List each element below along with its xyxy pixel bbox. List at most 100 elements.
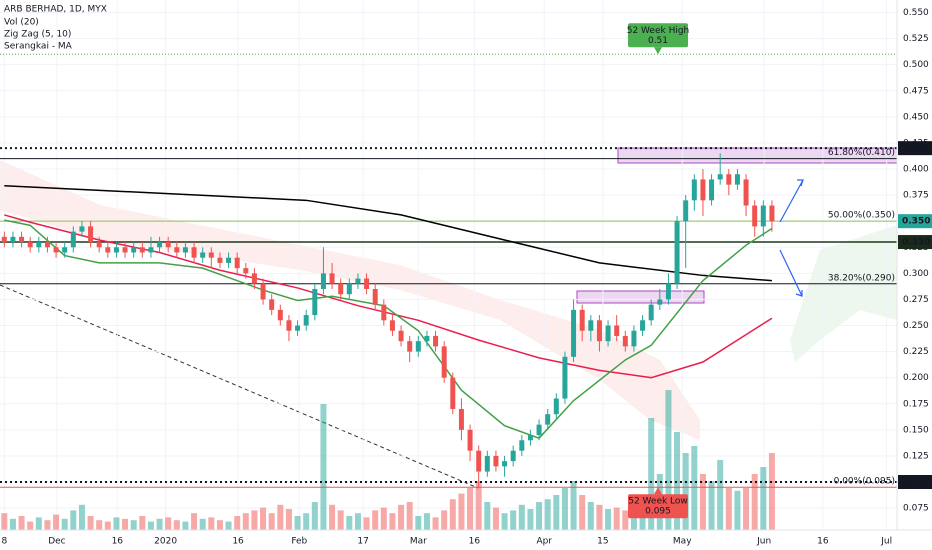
volume-bar bbox=[717, 460, 724, 530]
candle-body bbox=[407, 341, 413, 352]
volume-bar bbox=[104, 521, 111, 530]
candle-body bbox=[588, 320, 594, 331]
candle-body bbox=[734, 174, 740, 185]
candle-body bbox=[88, 226, 94, 243]
candle-body bbox=[303, 315, 309, 326]
candle-body bbox=[329, 273, 335, 284]
y-tick-label: 0.225 bbox=[903, 347, 929, 357]
y-tick-label: 0.400 bbox=[903, 165, 929, 175]
trend-line bbox=[0, 284, 479, 489]
x-tick-label: Jul bbox=[880, 537, 892, 547]
x-tick-label: 16 bbox=[817, 537, 829, 547]
candle-body bbox=[346, 283, 352, 295]
candle-body bbox=[139, 247, 145, 253]
moving-average bbox=[4, 214, 773, 379]
x-tick-label: 16 bbox=[469, 537, 481, 547]
volume-bar bbox=[87, 516, 94, 530]
candle-body bbox=[27, 242, 33, 248]
x-tick-label: 17 bbox=[357, 537, 368, 547]
legend-item: Zig Zag (5, 10) bbox=[4, 30, 71, 40]
candle-body bbox=[769, 205, 775, 222]
volume-bar bbox=[648, 418, 655, 530]
volume-bar bbox=[510, 510, 517, 530]
candle-body bbox=[226, 257, 232, 263]
candle-body bbox=[234, 257, 240, 269]
candle-body bbox=[519, 440, 525, 451]
candle-body bbox=[424, 335, 430, 342]
volume-bar bbox=[182, 521, 189, 530]
candle-body bbox=[441, 346, 447, 378]
candle-body bbox=[320, 273, 326, 289]
volume-bar bbox=[415, 516, 422, 530]
volume-bar bbox=[18, 516, 25, 530]
annotation-pointer bbox=[654, 47, 662, 55]
volume-bar bbox=[518, 504, 525, 530]
volume-bar bbox=[156, 518, 163, 530]
volume-bar bbox=[458, 493, 465, 530]
volume-bar bbox=[285, 509, 292, 530]
arrow-up bbox=[779, 179, 804, 223]
volume-bar bbox=[380, 507, 387, 530]
x-tick-label: 16 bbox=[232, 537, 244, 547]
volume-bar bbox=[682, 453, 689, 530]
candle-body bbox=[760, 205, 766, 227]
volume-bar bbox=[320, 404, 327, 530]
candle-body bbox=[433, 335, 439, 347]
volume-bar bbox=[674, 432, 681, 530]
candle-body bbox=[640, 320, 646, 331]
volume-bar bbox=[605, 509, 612, 530]
volume-bar bbox=[372, 510, 379, 530]
volume-bar bbox=[173, 520, 180, 530]
volume-bar bbox=[613, 507, 620, 530]
candle-body bbox=[398, 330, 404, 342]
volume-bar bbox=[53, 514, 60, 530]
y-tick-label: 0.450 bbox=[903, 112, 929, 122]
level-label: 38.20%(0.290) bbox=[828, 273, 895, 283]
price-badge bbox=[898, 475, 932, 490]
candle-body bbox=[605, 325, 611, 342]
volume-bar bbox=[78, 504, 85, 530]
y-tick-label: 0.300 bbox=[903, 269, 929, 279]
candle-body bbox=[476, 450, 482, 472]
volume-bar bbox=[441, 510, 448, 530]
volume-bar bbox=[596, 504, 603, 530]
candle-body bbox=[96, 242, 102, 248]
candle-body bbox=[752, 205, 758, 227]
candle-body bbox=[148, 247, 154, 253]
y-tick-label: 0.475 bbox=[903, 86, 929, 96]
arrow-head bbox=[795, 290, 803, 297]
plot-area: 61.80%(0.410) 50.00%(0.350) 38.20%(0.290) 0… bbox=[0, 0, 897, 530]
candle-body bbox=[683, 200, 689, 222]
volume-bar bbox=[251, 510, 258, 530]
y-tick-label: 0.500 bbox=[903, 60, 929, 70]
volume-bar bbox=[475, 481, 482, 530]
price-badge-label: 0.350 bbox=[902, 217, 930, 227]
cloud-bullish bbox=[790, 225, 897, 362]
candle-body bbox=[243, 268, 249, 274]
volume-bar bbox=[260, 507, 267, 530]
candle-body bbox=[44, 242, 50, 248]
candle-body bbox=[260, 283, 266, 300]
y-tick-label: 0.550 bbox=[903, 8, 929, 18]
candle-body bbox=[700, 179, 706, 201]
candle-body bbox=[381, 304, 387, 321]
candle-body bbox=[165, 242, 171, 248]
price-badge bbox=[898, 235, 932, 250]
candle-body bbox=[536, 424, 542, 436]
volume-bar bbox=[665, 390, 672, 530]
annotation-value: 0.51 bbox=[648, 36, 668, 46]
x-tick-label: Apr bbox=[536, 537, 552, 547]
arrow-down bbox=[779, 249, 803, 297]
zone-box bbox=[576, 290, 705, 304]
candle-body bbox=[70, 231, 76, 248]
x-tick-label: Feb bbox=[291, 537, 307, 547]
volume-bar bbox=[406, 502, 413, 530]
candle-body bbox=[458, 408, 464, 430]
candle-body bbox=[19, 236, 25, 243]
candle-body bbox=[709, 179, 715, 201]
volume-bar bbox=[122, 518, 129, 530]
candle-body bbox=[269, 299, 275, 310]
candle-body bbox=[105, 247, 111, 253]
volume-bar bbox=[216, 520, 223, 530]
price-badge-label: 0.420 bbox=[902, 144, 930, 154]
